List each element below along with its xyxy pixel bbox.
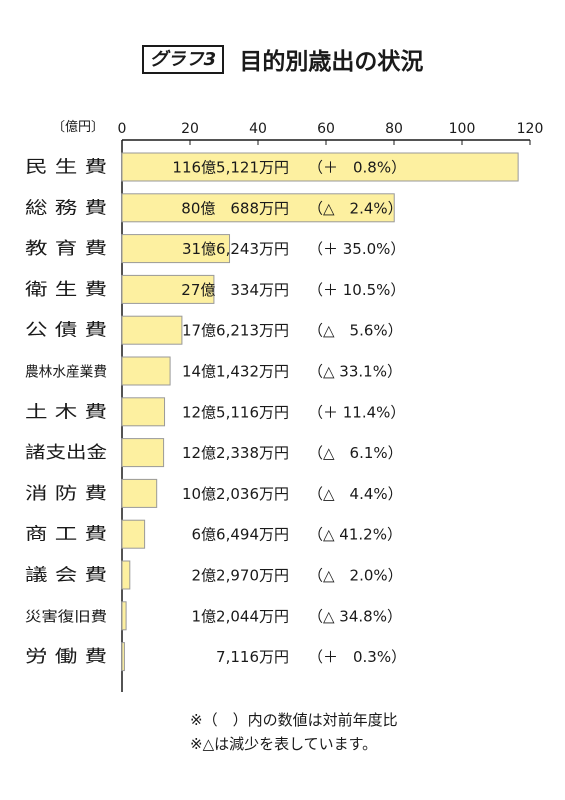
change-label: （△ 34.8%） (308, 607, 402, 625)
chart-title: 目的別歳出の状況 (239, 49, 424, 75)
graph-number-label: グラフ3 (141, 44, 225, 74)
change-label: （＋ 0.8%） (308, 159, 406, 177)
amount-label: 10億2,036万円 (182, 485, 289, 503)
change-label: （△ 41.2%） (308, 526, 402, 544)
change-label: （＋ 10.5%） (308, 281, 405, 299)
amount-label: 27億 334万円 (181, 281, 289, 299)
chart-header: グラフ3 目的別歳出の状況 (0, 42, 565, 76)
footnotes: ※（ ）内の数値は対前年度比 ※△は減少を表しています。 (190, 708, 398, 756)
x-tick-label: 0 (118, 121, 127, 137)
footnote-ratio: ※（ ）内の数値は対前年度比 (190, 711, 398, 729)
change-label: （△ 2.4%） (308, 199, 403, 217)
amount-label: 12億2,338万円 (182, 444, 289, 462)
category-label: 総 務 費 (25, 198, 107, 218)
category-label: 公 債 費 (25, 321, 107, 341)
category-label: 消 防 費 (25, 484, 107, 504)
category-label: 議 会 費 (25, 566, 107, 586)
amount-label: 17億6,213万円 (182, 322, 289, 340)
bar (121, 193, 395, 223)
change-label: （＋ 0.3%） (308, 648, 406, 666)
change-label: （△ 33.1%） (308, 363, 402, 381)
bar (121, 356, 171, 386)
bar (121, 274, 215, 304)
bar (121, 519, 146, 549)
unit-label: 〔億円〕 (52, 120, 105, 135)
amount-label: 116億5,121万円 (172, 159, 289, 177)
amount-label: 12億5,116万円 (182, 403, 289, 421)
amount-label: 2億2,970万円 (192, 567, 290, 585)
x-tick-label: 20 (181, 121, 199, 137)
amount-label: 14億1,432万円 (182, 363, 289, 381)
footnote-decrease: ※△は減少を表しています。 (190, 735, 378, 753)
category-label: 労 働 費 (25, 647, 107, 667)
change-label: （△ 5.6%） (308, 322, 403, 340)
x-tick-label: 40 (249, 121, 267, 137)
change-label: （＋ 35.0%） (308, 240, 405, 258)
amount-label: 1億2,044万円 (192, 607, 290, 625)
category-label: 土 木 費 (25, 402, 107, 422)
x-tick-label: 120 (517, 121, 544, 137)
bar (121, 560, 131, 590)
category-label: 災害復旧費 (25, 608, 107, 625)
x-tick-label: 80 (385, 121, 403, 137)
category-label: 農林水産業費 (25, 365, 107, 381)
amount-label: 80億 688万円 (181, 199, 289, 217)
bar (121, 397, 166, 427)
x-tick-label: 60 (317, 121, 335, 137)
change-label: （△ 4.4%） (308, 485, 403, 503)
category-label: 商 工 費 (25, 525, 107, 545)
amount-label: 7,116万円 (216, 648, 289, 666)
change-label: （△ 2.0%） (308, 567, 403, 585)
x-tick-label: 100 (449, 121, 476, 137)
bar (121, 438, 165, 468)
category-label: 衛 生 費 (25, 280, 107, 300)
bar (121, 315, 183, 345)
category-label: 教 育 費 (25, 239, 107, 259)
amount-label: 6億6,494万円 (192, 526, 290, 544)
bar (121, 642, 125, 672)
bar (121, 601, 127, 631)
change-label: （△ 6.1%） (308, 444, 403, 462)
category-label: 諸支出金 (25, 443, 107, 463)
bar (121, 234, 231, 264)
bar (121, 478, 158, 508)
amount-label: 31億6,243万円 (182, 240, 289, 258)
bar (121, 152, 519, 182)
change-label: （＋ 11.4%） (308, 403, 405, 421)
category-label: 民 生 費 (25, 158, 107, 178)
